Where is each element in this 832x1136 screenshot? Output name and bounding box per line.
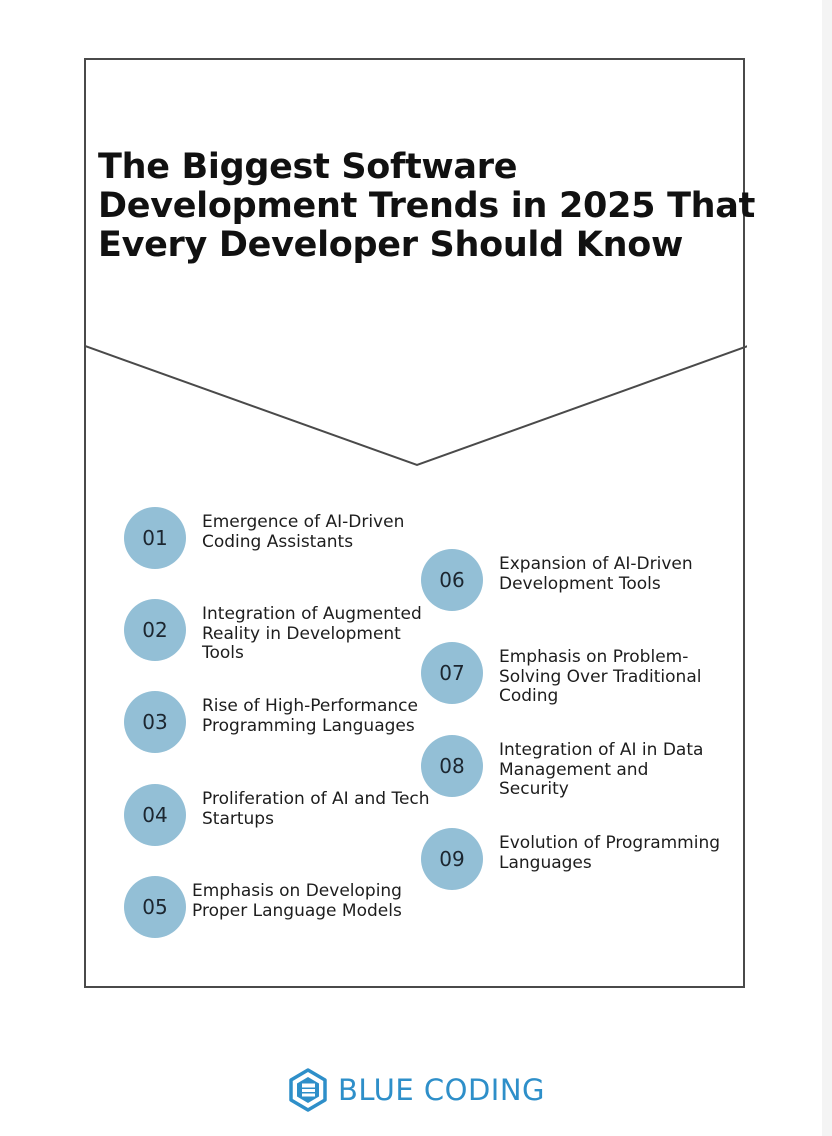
trend-number-circle: 08 bbox=[421, 735, 483, 797]
trend-number-circle: 07 bbox=[421, 642, 483, 704]
brand-name: BLUE CODING bbox=[338, 1073, 545, 1107]
trend-item-08: 08 Integration of AI in Data Management … bbox=[421, 735, 709, 800]
page-edge-strip bbox=[822, 0, 832, 1136]
trend-number-circle: 05 bbox=[124, 876, 186, 938]
trend-label: Emphasis on Developing Proper Language M… bbox=[192, 881, 402, 921]
hexagon-b-icon bbox=[289, 1068, 327, 1112]
trend-label: Emphasis on Problem-Solving Over Traditi… bbox=[499, 647, 702, 706]
trend-number-circle: 09 bbox=[421, 828, 483, 890]
trend-number-circle: 02 bbox=[124, 599, 186, 661]
trend-label: Integration of Augmented Reality in Deve… bbox=[202, 604, 422, 663]
title-line-2: Development Trends in 2025 That bbox=[98, 186, 756, 226]
brand-logo: BLUE CODING bbox=[288, 1068, 545, 1112]
trend-number-circle: 04 bbox=[124, 784, 186, 846]
title-line-3: Every Developer Should Know bbox=[98, 225, 683, 265]
infographic-frame bbox=[84, 58, 747, 988]
trend-item-04: 04 Proliferation of AI and Tech Startups bbox=[124, 784, 432, 846]
trend-label: Proliferation of AI and Tech Startups bbox=[202, 789, 430, 829]
trend-item-05: 05 Emphasis on Developing Proper Languag… bbox=[124, 876, 432, 938]
trend-label: Integration of AI in Data Management and… bbox=[499, 740, 704, 799]
trend-label: Rise of High-Performance Programming Lan… bbox=[202, 696, 418, 736]
trend-label: Emergence of AI-Driven Coding Assistants bbox=[202, 512, 405, 552]
title-line-1: The Biggest Software bbox=[98, 147, 518, 187]
page-title: The Biggest Software Development Trends … bbox=[98, 147, 756, 265]
trend-item-09: 09 Evolution of Programming Languages bbox=[421, 828, 739, 890]
trend-number-circle: 01 bbox=[124, 507, 186, 569]
trend-item-02: 02 Integration of Augmented Reality in D… bbox=[124, 599, 432, 664]
trend-label: Expansion of AI-Driven Development Tools bbox=[499, 554, 693, 594]
trend-number-circle: 06 bbox=[421, 549, 483, 611]
trend-item-01: 01 Emergence of AI-Driven Coding Assista… bbox=[124, 507, 432, 569]
trend-item-06: 06 Expansion of AI-Driven Development To… bbox=[421, 549, 729, 611]
trend-number-circle: 03 bbox=[124, 691, 186, 753]
trend-item-03: 03 Rise of High-Performance Programming … bbox=[124, 691, 432, 753]
chevron-divider bbox=[86, 345, 747, 467]
trend-item-07: 07 Emphasis on Problem-Solving Over Trad… bbox=[421, 642, 729, 707]
trend-label: Evolution of Programming Languages bbox=[499, 833, 721, 873]
